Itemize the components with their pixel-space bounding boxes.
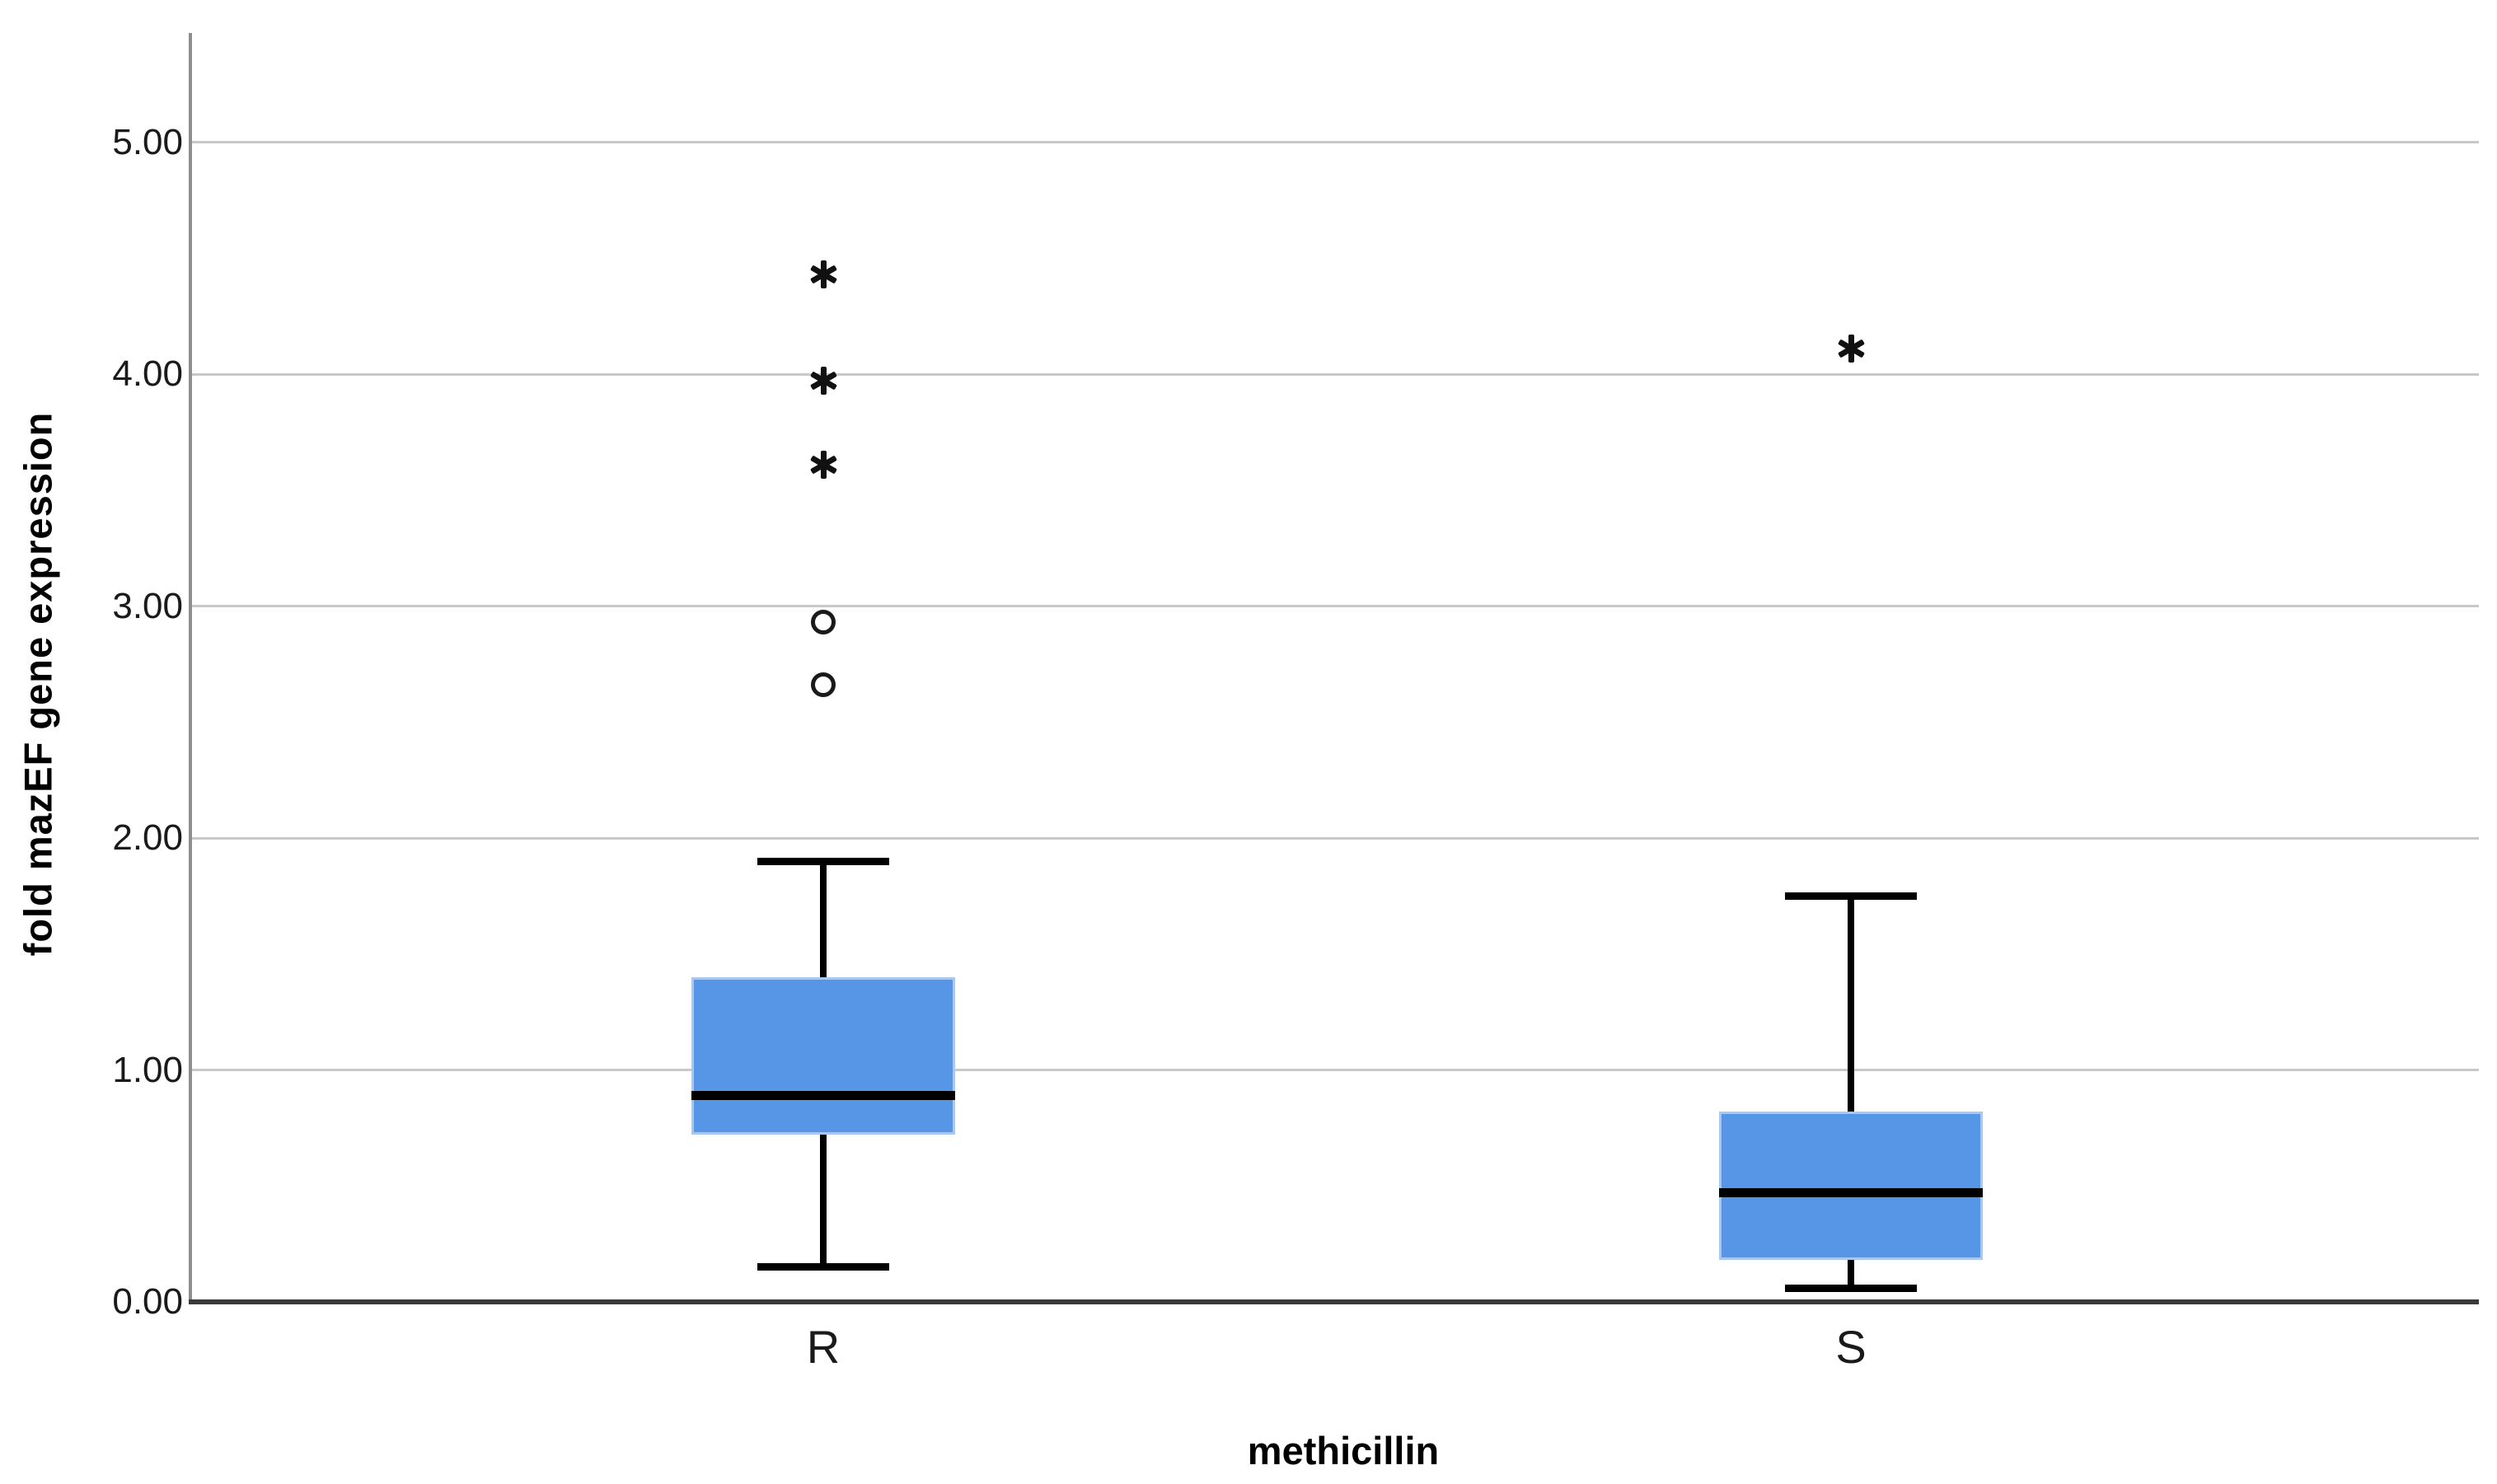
y-tick-label-3.00: 3.00 [112, 585, 183, 626]
upper-whisker-cap-S [1785, 892, 1917, 900]
upper-whisker-R [820, 861, 827, 977]
y-tick-label-5.00: 5.00 [112, 121, 183, 162]
iqr-box-R [691, 976, 955, 1135]
extreme-asterisk-R [809, 260, 837, 288]
y-tick-label-2.00: 2.00 [112, 817, 183, 858]
gridline-2 [191, 836, 2479, 840]
x-axis-line [189, 1299, 2479, 1304]
y-tick-label-1.00: 1.00 [112, 1049, 183, 1090]
extreme-asterisk-R [809, 367, 837, 396]
lower-whisker-R [820, 1135, 827, 1267]
median-line-R [691, 1090, 955, 1100]
y-tick-label-0.00: 0.00 [112, 1281, 183, 1322]
extreme-asterisk-R [809, 450, 837, 479]
upper-whisker-cap-R [757, 857, 889, 865]
y-axis-line [189, 33, 192, 1304]
category-label-S: S [1835, 1321, 1867, 1373]
lower-whisker-cap-S [1785, 1284, 1917, 1292]
iqr-box-S [1719, 1112, 1983, 1261]
median-line-S [1719, 1188, 1983, 1198]
category-label-R: R [806, 1321, 841, 1373]
gridline-4 [191, 372, 2479, 376]
y-axis-title: fold mazEF gene expression [16, 411, 60, 957]
gridline-1 [191, 1069, 2479, 1071]
lower-whisker-S [1848, 1260, 1854, 1289]
gridline-5 [191, 141, 2479, 143]
outlier-circle-R [811, 672, 836, 698]
gridline-3 [191, 605, 2479, 607]
lower-whisker-cap-R [757, 1263, 889, 1271]
outlier-circle-R [811, 610, 836, 635]
upper-whisker-S [1848, 896, 1854, 1112]
y-tick-label-4.00: 4.00 [112, 353, 183, 394]
x-axis-title: methicillin [1247, 1429, 1440, 1472]
extreme-asterisk-S [1837, 335, 1865, 363]
